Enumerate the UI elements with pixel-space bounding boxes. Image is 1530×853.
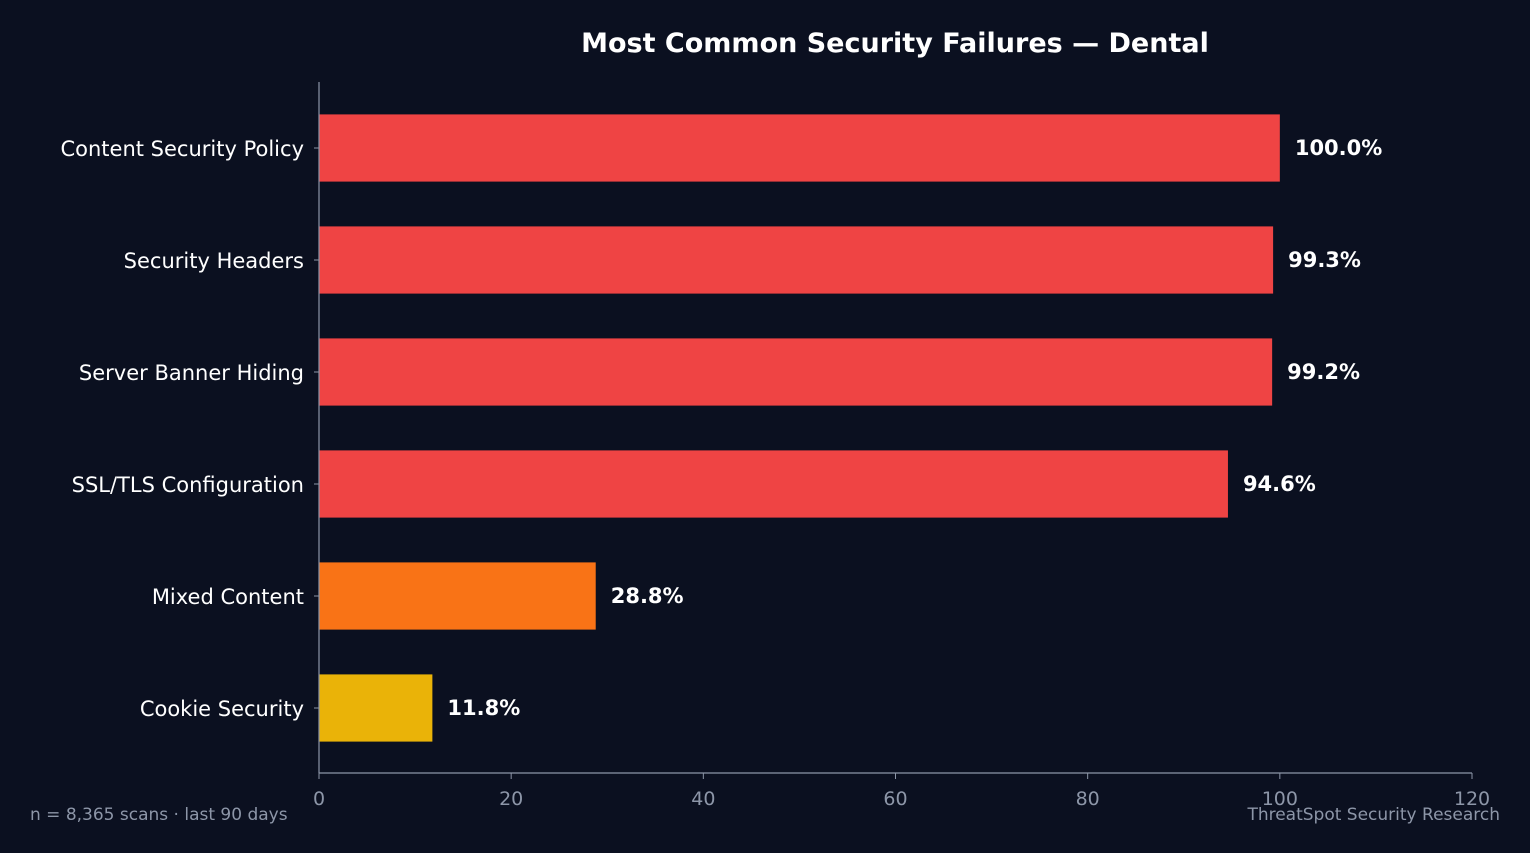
x-tick-label: 120 bbox=[1454, 788, 1490, 810]
bars-group: Content Security Policy 100.0% Security He… bbox=[60, 114, 1382, 742]
x-tick-label: 40 bbox=[691, 788, 715, 810]
category-label: Cookie Security bbox=[140, 697, 304, 721]
value-label: 94.6% bbox=[1243, 472, 1316, 496]
value-label: 99.3% bbox=[1288, 248, 1361, 272]
value-label: 99.2% bbox=[1287, 360, 1360, 384]
category-label: Server Banner Hiding bbox=[79, 361, 304, 385]
x-tick-label: 0 bbox=[313, 788, 325, 810]
chart-title: Most Common Security Failures — Dental bbox=[581, 28, 1209, 59]
value-label: 28.8% bbox=[611, 584, 684, 608]
bar bbox=[319, 562, 596, 630]
category-label: Content Security Policy bbox=[60, 137, 304, 161]
x-tick-label: 100 bbox=[1262, 788, 1298, 810]
x-tick-label: 60 bbox=[883, 788, 907, 810]
bar bbox=[319, 114, 1280, 182]
bar bbox=[319, 450, 1228, 518]
bar bbox=[319, 338, 1273, 406]
x-tick-label: 20 bbox=[499, 788, 523, 810]
x-ticks-group: 0 20 40 60 80 100 120 bbox=[313, 773, 1490, 810]
category-label: Security Headers bbox=[124, 249, 304, 273]
footer-source: ThreatSpot Security Research bbox=[1246, 805, 1500, 825]
x-tick-label: 80 bbox=[1076, 788, 1100, 810]
bar bbox=[319, 674, 433, 742]
footer-sample-note: n = 8,365 scans · last 90 days bbox=[30, 805, 288, 825]
value-label: 11.8% bbox=[447, 696, 520, 720]
bar bbox=[319, 226, 1274, 294]
value-label: 100.0% bbox=[1295, 136, 1382, 160]
category-label: SSL/TLS Configuration bbox=[72, 473, 304, 497]
category-label: Mixed Content bbox=[152, 585, 304, 609]
